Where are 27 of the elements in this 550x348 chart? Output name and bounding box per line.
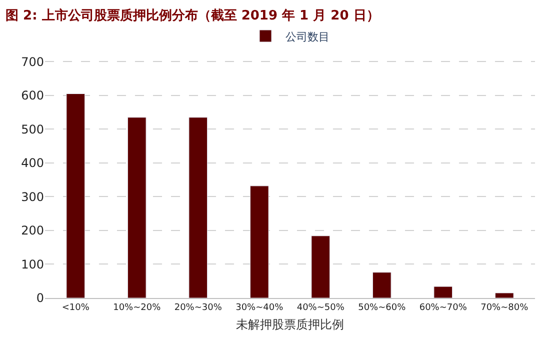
x-tick-label: 70%~80% [480,302,529,313]
bar [494,292,514,298]
y-tick-label: 400 [21,156,44,170]
y-tick-label: 300 [21,190,44,204]
x-tick-label: 20%~30% [174,302,222,313]
bar [127,117,146,298]
x-tick-label: 40%~50% [296,302,345,313]
y-tick-label: 500 [21,122,44,136]
legend-label: 公司数目 [286,30,330,44]
y-tick-label: 0 [36,291,44,306]
x-tick-label: 50%~60% [358,302,406,313]
y-tick-label: 700 [21,54,44,69]
chart-title: 图 2: 上市公司股票质押比例分布（截至 2019 年 1 月 20 日） [6,8,380,24]
y-tick-label: 200 [21,224,44,238]
bar [434,286,453,298]
x-tick-label: <10% [62,302,90,313]
x-tick-label: 60%~70% [419,302,468,313]
bar [188,117,208,298]
bar [250,186,269,298]
bar [311,236,330,298]
bar [372,272,392,298]
x-tick-label: 10%~20% [113,302,162,313]
x-tick-label: 30%~40% [236,302,284,313]
bar [66,94,86,298]
y-tick-label: 600 [21,88,44,103]
x-axis-title: 未解押股票质押比例 [236,318,344,332]
y-tick-label: 100 [21,257,44,272]
